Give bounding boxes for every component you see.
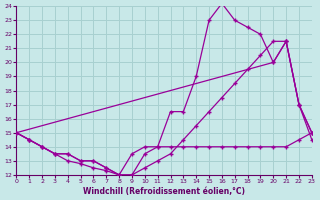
X-axis label: Windchill (Refroidissement éolien,°C): Windchill (Refroidissement éolien,°C) — [83, 187, 245, 196]
